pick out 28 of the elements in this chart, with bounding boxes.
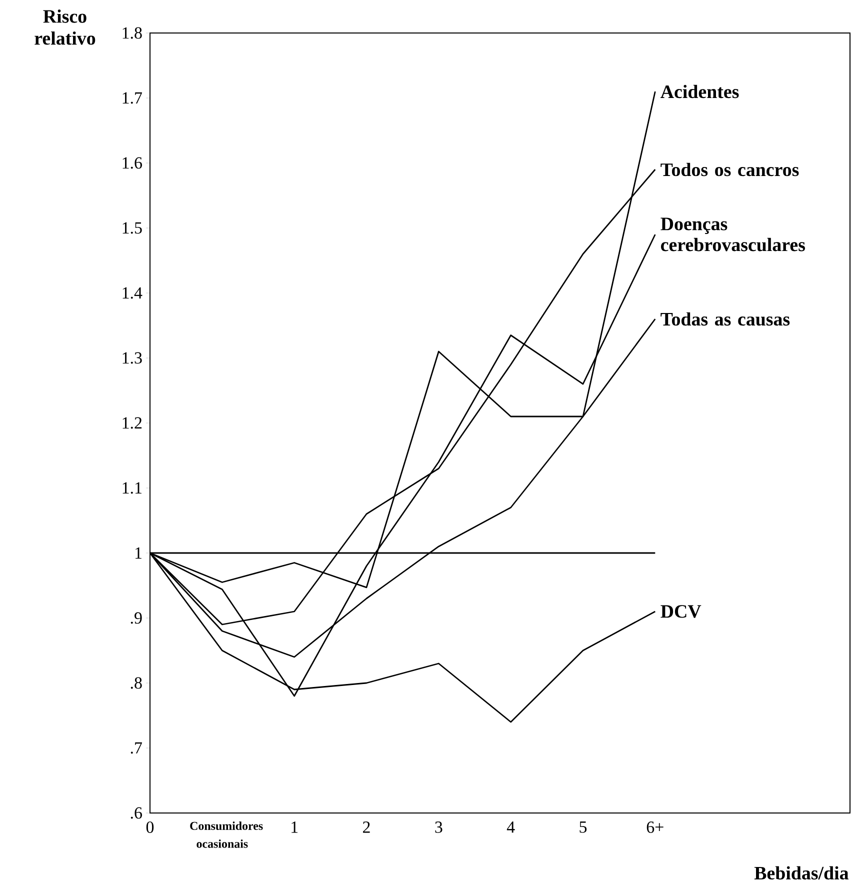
x-axis-title: Bebidas/dia: [754, 866, 849, 880]
x-tick-label: 1: [292, 822, 298, 833]
y-tick-label: 1.5: [122, 222, 142, 234]
series-label: Doenças cerebrovasculares: [660, 218, 806, 252]
y-tick-label: 1.1: [122, 482, 142, 494]
y-tick-label: .7: [130, 742, 142, 754]
y-tick-label: .9: [130, 612, 142, 624]
x-tick-label: 5: [580, 822, 587, 833]
x-tick-label: 3: [435, 822, 442, 833]
x-tick-label: Consumidores ocasionais: [190, 822, 263, 848]
x-tick-label: 4: [506, 822, 515, 833]
y-tick-label: .6: [130, 807, 142, 819]
x-tick-label: 0: [146, 822, 154, 833]
y-tick-label: 1.6: [122, 157, 142, 169]
y-tick-label: 1.4: [122, 287, 142, 299]
y-tick-label: 1.3: [122, 352, 142, 364]
series-label: Acidentes: [660, 84, 739, 98]
y-tick-label: 1: [135, 547, 142, 559]
series-label: DCV: [660, 605, 702, 618]
series-label: Todas as causas: [660, 312, 790, 326]
series-label: Todos os cancros: [660, 162, 799, 176]
y-tick-label: .8: [130, 677, 142, 689]
y-tick-label: 1.8: [122, 27, 142, 39]
y-tick-label: 1.2: [122, 417, 142, 429]
y-tick-label: 1.7: [122, 92, 142, 104]
x-tick-label: 6+: [646, 822, 664, 833]
x-tick-label: 2: [363, 822, 370, 833]
y-axis-title: Risco relativo: [34, 10, 96, 45]
